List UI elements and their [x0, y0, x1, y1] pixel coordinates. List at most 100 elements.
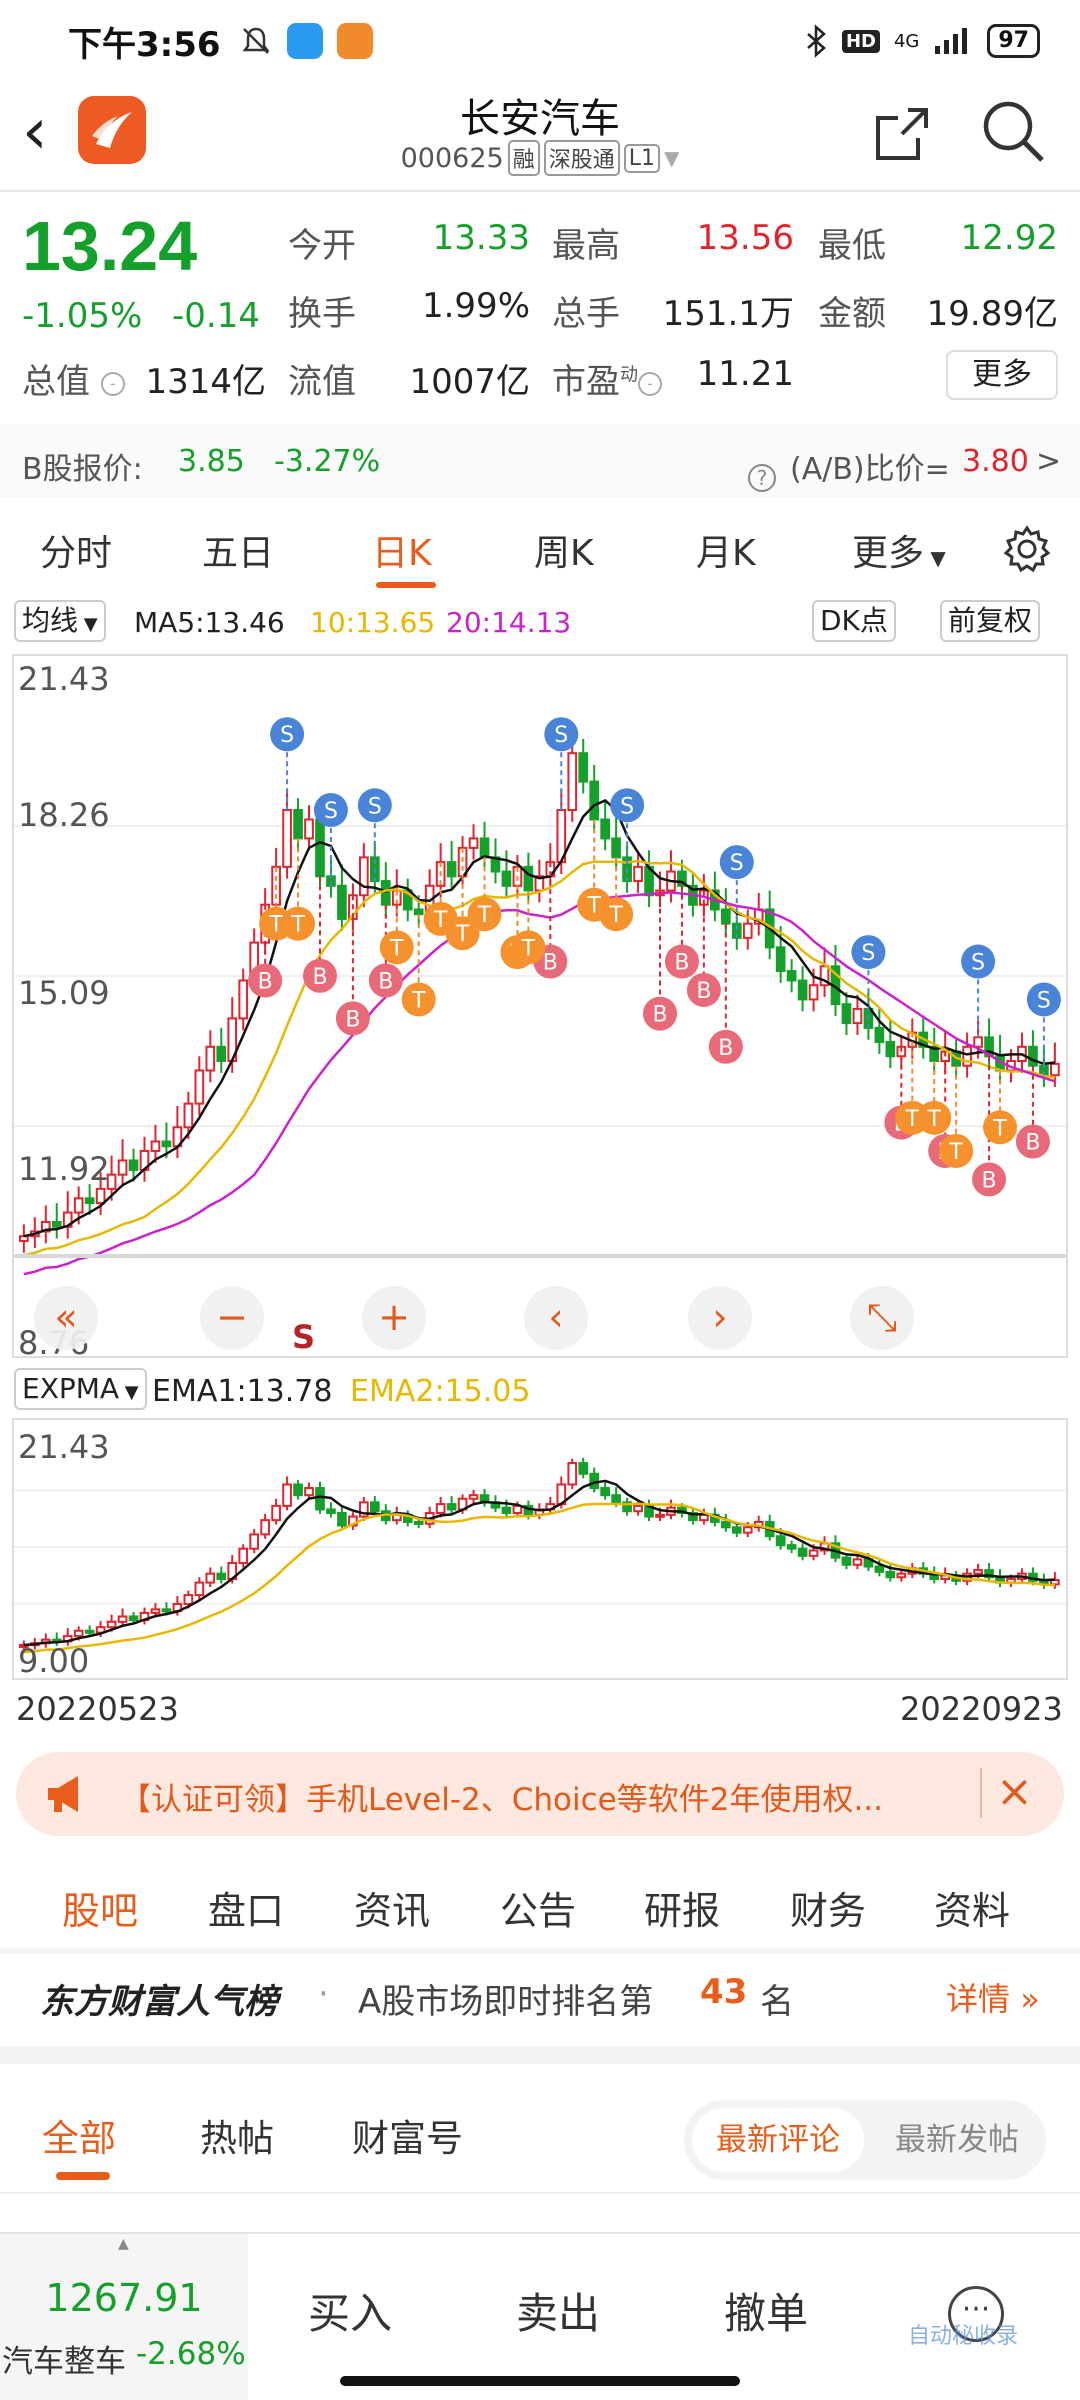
tab-daily-k[interactable]: 日K: [372, 533, 432, 574]
t-signal-label: T: [411, 988, 426, 1013]
buy-signal-label: B: [312, 965, 327, 990]
sub-indicator-select[interactable]: EXPMA ▼: [14, 1368, 147, 1410]
low-value: 12.92: [960, 218, 1058, 258]
pe-value: 11.21: [696, 354, 794, 394]
candle-body: [249, 1533, 260, 1550]
expma-svg: [14, 1457, 1066, 1654]
sell-signal-label: S: [554, 723, 568, 748]
pe-label: 市盈动 -: [552, 354, 662, 403]
tab-profile[interactable]: 资料: [934, 1889, 1011, 1933]
gear-icon[interactable]: [1002, 524, 1052, 574]
sector-index[interactable]: ▲ 1267.91 汽车整车 -2.68%: [0, 2234, 248, 2400]
buy-signal-label: B: [1025, 1131, 1040, 1156]
adjust-button[interactable]: 前复权: [940, 600, 1041, 642]
forum-filter-tabs: 全部 热帖 财富号 最新评论 最新发帖: [0, 2062, 1080, 2192]
sort-latest-comment[interactable]: 最新评论: [692, 2108, 864, 2172]
current-price: 13.24: [22, 207, 198, 285]
tab-all[interactable]: 全部: [42, 2117, 116, 2160]
scroll-right-icon[interactable]: ›: [688, 1286, 752, 1350]
candle-body: [216, 1045, 227, 1063]
candle-body: [282, 809, 292, 868]
indicator-select[interactable]: 均线 ▼: [14, 600, 106, 642]
pe-info-icon[interactable]: -: [638, 371, 662, 396]
cancel-order-button[interactable]: 撤单: [724, 2289, 809, 2338]
candle-body: [797, 979, 808, 1001]
tab-forum[interactable]: 股吧: [62, 1889, 139, 1933]
tab-intraday[interactable]: 分时: [40, 533, 113, 574]
candle-body: [73, 1629, 84, 1638]
sell-signal-marker: [270, 717, 305, 752]
sell-button[interactable]: 卖出: [516, 2289, 601, 2338]
zoom-out-icon[interactable]: −: [200, 1286, 264, 1350]
buy-button[interactable]: 买入: [308, 2289, 393, 2338]
candle-body: [337, 1512, 347, 1527]
tab-news[interactable]: 资讯: [354, 1889, 431, 1933]
tab-weekly-k[interactable]: 周K: [534, 533, 594, 574]
b-share-row[interactable]: B股报价: 3.85 -3.27% ? (A/B)比价= 3.80 >: [0, 424, 1080, 498]
ma5-value: MA5:13.46: [134, 606, 285, 639]
high-label: 最高: [552, 226, 620, 266]
tab-research[interactable]: 研报: [644, 1889, 721, 1933]
chevron-right-icon[interactable]: >: [1036, 444, 1062, 479]
kline-chart[interactable]: SSSSSSSSSBBBBBBBBBBBBBTTTTTTTTTTTTTTT 21…: [12, 654, 1068, 1362]
zoom-in-icon[interactable]: +: [362, 1286, 426, 1350]
t-signal-label: T: [905, 1107, 920, 1132]
fullscreen-icon[interactable]: ⤡: [850, 1286, 914, 1350]
candle-body: [106, 1173, 117, 1190]
t-signal-marker: [445, 916, 480, 951]
t-signal-label: T: [455, 922, 470, 947]
candle-body: [578, 1462, 589, 1475]
info-icon[interactable]: -: [100, 371, 125, 396]
tab-fortune[interactable]: 财富号: [352, 2117, 463, 2160]
more-button[interactable]: 更多: [946, 350, 1058, 400]
candle-body: [589, 780, 600, 821]
tab-five-day[interactable]: 五日: [202, 533, 275, 574]
sort-latest-post[interactable]: 最新发帖: [895, 2122, 1019, 2158]
candle-body: [501, 870, 512, 887]
candle-body: [271, 1504, 281, 1522]
scroll-left-fast-icon[interactable]: «: [34, 1286, 98, 1350]
buy-signal-marker: [248, 963, 283, 998]
candle-body: [973, 1569, 983, 1575]
info-tabs: 股吧 盘口 资讯 公告 研报 财务 资料: [0, 1860, 1080, 1948]
candle-body: [775, 1535, 786, 1547]
dropdown-icon[interactable]: ▼: [663, 146, 680, 170]
tab-more[interactable]: 更多 ▼: [852, 533, 946, 574]
buy-signal-label: B: [652, 1003, 667, 1028]
candle-body: [293, 809, 303, 840]
candle-body: [315, 1487, 325, 1511]
candle-body: [841, 1556, 852, 1566]
sell-signal-marker: [1026, 982, 1061, 1017]
more-options-icon[interactable]: ···: [948, 2286, 1004, 2342]
tab-monthly-k[interactable]: 月K: [696, 533, 756, 574]
buy-signal-marker: [302, 958, 337, 993]
candle-body: [501, 1506, 512, 1515]
stock-code: 000625: [400, 142, 504, 174]
volume-value: 151.1万: [662, 294, 794, 334]
active-tab-indicator: [376, 582, 436, 588]
sector-index-name: 汽车整车: [2, 2344, 126, 2380]
t-signal-marker: [599, 897, 634, 932]
tab-finance[interactable]: 财务: [790, 1889, 867, 1933]
network-type: 4G: [893, 30, 920, 52]
candle-body: [622, 1501, 632, 1513]
tab-orderbook[interactable]: 盘口: [208, 1889, 285, 1933]
popularity-rank-row[interactable]: 东方财富人气榜 · A股市场即时排名第 43 名 详情 »: [40, 1972, 1040, 2022]
ema1-value: EMA1:13.78: [152, 1374, 333, 1409]
share-icon[interactable]: [872, 104, 932, 164]
search-icon[interactable]: [980, 98, 1046, 164]
candle-body: [885, 1570, 896, 1579]
tab-announcements[interactable]: 公告: [500, 1889, 577, 1933]
back-arrow-icon[interactable]: ‹: [22, 95, 48, 169]
candle-body: [688, 1512, 698, 1522]
rank-detail-link[interactable]: 详情 »: [946, 1980, 1040, 2018]
candle-body: [929, 1045, 940, 1063]
close-icon[interactable]: ×: [996, 1766, 1033, 1817]
scroll-left-icon[interactable]: ‹: [524, 1286, 588, 1350]
expma-chart[interactable]: 21.43 9.00: [12, 1418, 1068, 1680]
t-signal-label: T: [992, 1116, 1007, 1141]
candle-body: [413, 1520, 424, 1525]
tab-hot-posts[interactable]: 热帖: [200, 2117, 274, 2160]
promo-banner[interactable]: 【认证可领】手机Level-2、Choice等软件2年使用权... ×: [16, 1752, 1064, 1836]
dk-point-button[interactable]: DK点: [812, 600, 896, 642]
